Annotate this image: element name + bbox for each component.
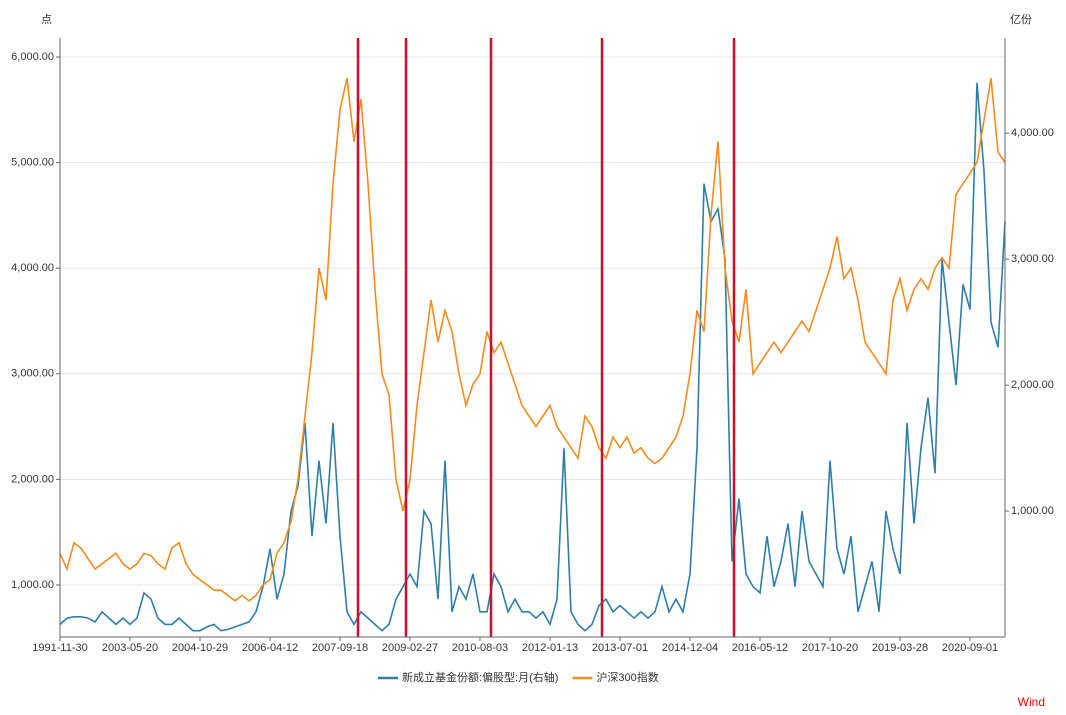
x-tick-label: 2012-01-13 (522, 642, 578, 654)
x-tick-label: 2016-05-12 (732, 642, 788, 654)
x-tick-label: 2019-03-28 (872, 642, 928, 654)
x-tick-label: 2004-10-29 (172, 642, 228, 654)
y-tick-label: 5,000.00 (11, 156, 54, 168)
x-tick-label: 2007-09-18 (312, 642, 368, 654)
x-tick-label: 2017-10-20 (802, 642, 858, 654)
y2-tick-label: 1,000.00 (1011, 505, 1054, 517)
plot (59, 77, 1006, 632)
legend-label: 沪深300指数 (596, 670, 658, 684)
series-line (59, 77, 1006, 602)
x-tick-label: 2020-09-01 (942, 642, 998, 654)
x-tick-label: 1991-11-30 (32, 642, 87, 654)
x-tick-label: 2013-07-01 (592, 642, 648, 654)
event-lines (356, 38, 736, 637)
series-line (59, 82, 1006, 632)
y-tick-label: 6,000.00 (11, 51, 54, 63)
x-tick-label: 2014-12-04 (662, 642, 718, 654)
x-tick-label: 2010-08-03 (452, 642, 508, 654)
y-tick-label: 4,000.00 (11, 262, 54, 274)
y-tick-label: 3,000.00 (11, 368, 54, 380)
y-tick-label: 1,000.00 (11, 579, 54, 591)
grid (60, 56, 1005, 586)
x-tick-label: 2006-04-12 (242, 642, 298, 654)
x-tick-label: 2003-05-20 (102, 642, 158, 654)
y2-unit: 亿份 (1010, 13, 1032, 26)
y-unit: 点 (41, 13, 52, 26)
x-tick-label: 2009-02-27 (382, 642, 438, 654)
y2-tick-label: 4,000.00 (1011, 127, 1054, 139)
legend-label: 新成立基金份额:偏股型:月(右轴) (402, 670, 558, 684)
y2-tick-label: 2,000.00 (1011, 379, 1054, 391)
source: Wind (1018, 695, 1045, 709)
y2-tick-label: 3,000.00 (1011, 253, 1054, 265)
y-tick-label: 2,000.00 (11, 473, 54, 485)
